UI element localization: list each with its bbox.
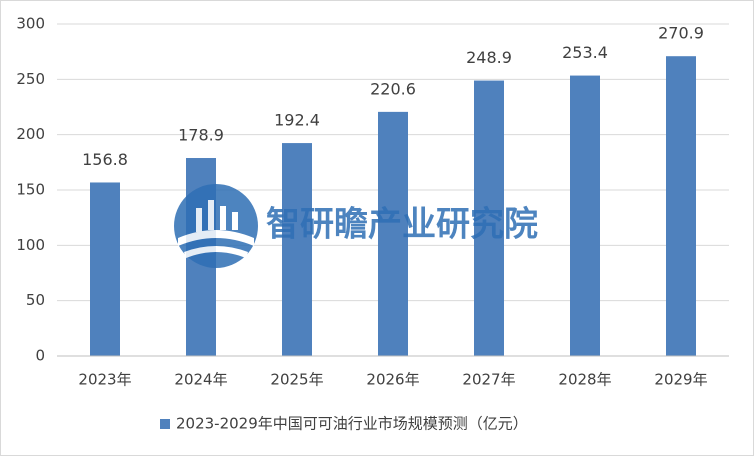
bar	[282, 143, 312, 356]
x-tick-label: 2023年	[78, 371, 131, 389]
x-tick-label: 2025年	[270, 371, 323, 389]
bar	[378, 111, 408, 357]
y-tick-label: 0	[35, 347, 45, 365]
x-tick-label: 2027年	[462, 371, 515, 389]
data-label: 248.9	[466, 48, 512, 67]
y-tick-label: 150	[16, 181, 45, 199]
x-tick-label: 2029年	[654, 371, 707, 389]
legend-swatch	[160, 419, 170, 429]
bar	[666, 56, 696, 356]
data-label: 192.4	[274, 111, 320, 130]
bar	[474, 80, 504, 357]
y-tick-label: 200	[16, 125, 45, 143]
data-label: 270.9	[658, 24, 704, 43]
plot-area: 0 50 100 150 200 250 300 2023年 156.8 2024年 178.9 20…	[16, 15, 729, 433]
watermark-text: 智研瞻产业研究院	[266, 205, 538, 245]
data-label: 220.6	[370, 79, 416, 98]
legend-label: 2023-2029年中国可可油行业市场规模预测（亿元）	[176, 415, 528, 433]
y-tick-label: 300	[16, 15, 45, 33]
y-tick-label: 50	[26, 291, 45, 309]
watermark-logo	[174, 184, 258, 268]
y-tick-label: 100	[16, 236, 45, 254]
bar	[570, 75, 600, 356]
y-tick-label: 250	[16, 70, 45, 88]
x-tick-label: 2024年	[174, 371, 227, 389]
x-tick-label: 2028年	[558, 371, 611, 389]
x-tick-label: 2026年	[366, 371, 419, 389]
data-label: 253.4	[562, 43, 608, 62]
bar	[90, 182, 120, 356]
data-label: 178.9	[178, 126, 224, 145]
data-label: 156.8	[82, 150, 128, 169]
